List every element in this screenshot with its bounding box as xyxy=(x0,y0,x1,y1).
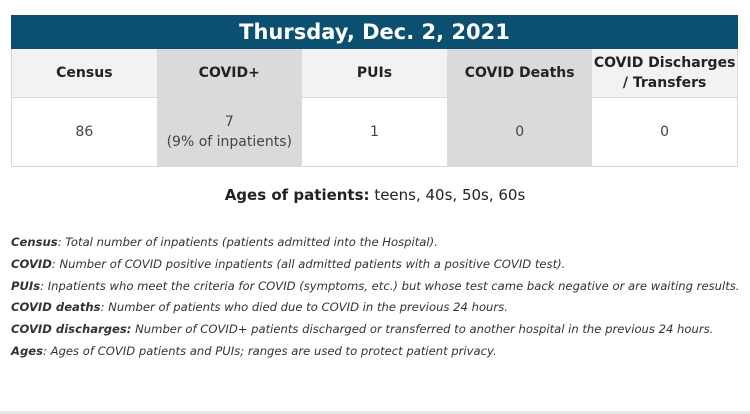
definition-discharges: COVID discharges: Number of COVID+ patie… xyxy=(11,319,741,341)
value-deaths: 0 xyxy=(447,97,593,167)
header-census: Census xyxy=(11,49,157,98)
values-row: 86 7 (9% of inpatients) 1 0 0 xyxy=(11,97,738,167)
ages-label: Ages of patients: xyxy=(224,186,370,204)
definition-text: : Ages of COVID patients and PUIs; range… xyxy=(43,343,497,358)
header-discharges: COVID Discharges / Transfers xyxy=(592,49,738,98)
value-covid-percent: (9% of inpatients) xyxy=(166,134,292,150)
definition-term: COVID xyxy=(11,256,52,271)
header-covid: COVID+ xyxy=(156,49,302,98)
ages-line: Ages of patients: teens, 40s, 50s, 60s xyxy=(0,186,750,204)
table-title: Thursday, Dec. 2, 2021 xyxy=(11,15,738,49)
definition-ages: Ages: Ages of COVID patients and PUIs; r… xyxy=(11,341,741,363)
definitions: Census: Total number of inpatients (pati… xyxy=(11,232,741,363)
definition-text: : Inpatients who meet the criteria for C… xyxy=(40,278,740,293)
header-puis: PUIs xyxy=(301,49,448,98)
value-covid-count: 7 xyxy=(224,114,234,130)
value-covid: 7 (9% of inpatients) xyxy=(156,97,302,167)
definition-term: PUIs xyxy=(11,278,41,293)
definition-covid: COVID: Number of COVID positive inpatien… xyxy=(11,254,741,276)
ages-value: teens, 40s, 50s, 60s xyxy=(374,186,526,204)
definition-text: Number of COVID+ patients discharged or … xyxy=(131,322,714,337)
definition-puis: PUIs: Inpatients who meet the criteria f… xyxy=(11,276,741,298)
footer-divider xyxy=(0,411,750,414)
definition-text: : Number of patients who died due to COV… xyxy=(100,300,508,315)
definition-deaths: COVID deaths: Number of patients who die… xyxy=(11,297,741,319)
census-table: Thursday, Dec. 2, 2021 Census COVID+ PUI… xyxy=(11,15,738,167)
value-puis: 1 xyxy=(301,97,448,167)
definition-term: Ages xyxy=(11,343,44,358)
census-grid: Census COVID+ PUIs COVID Deaths COVID Di… xyxy=(11,49,738,167)
definition-text: : Total number of inpatients (patients a… xyxy=(57,235,438,249)
definition-term: COVID discharges: xyxy=(11,322,132,337)
definition-term: Census xyxy=(11,235,58,249)
definition-census: Census: Total number of inpatients (pati… xyxy=(11,232,741,254)
header-deaths: COVID Deaths xyxy=(447,49,593,98)
header-row: Census COVID+ PUIs COVID Deaths COVID Di… xyxy=(11,49,738,98)
definition-text: : Number of COVID positive inpatients (a… xyxy=(51,256,566,271)
value-discharges: 0 xyxy=(592,97,738,167)
value-census: 86 xyxy=(11,97,157,167)
definition-term: COVID deaths xyxy=(11,300,101,315)
